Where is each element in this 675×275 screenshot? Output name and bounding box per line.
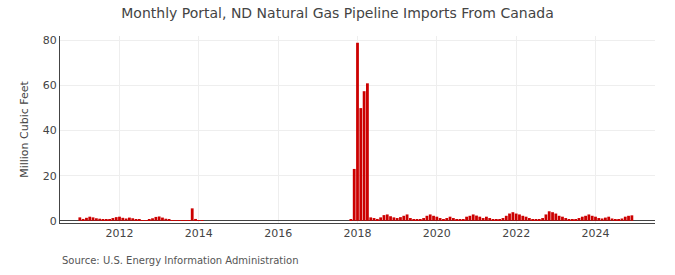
svg-text:Million Cubic Feet: Million Cubic Feet: [18, 80, 31, 177]
svg-text:Source: U.S. Energy Informatio: Source: U.S. Energy Information Administ…: [62, 255, 299, 266]
svg-text:2024: 2024: [582, 227, 610, 240]
svg-text:2012: 2012: [106, 227, 134, 240]
svg-text:2016: 2016: [264, 227, 292, 240]
svg-text:0: 0: [50, 215, 57, 228]
svg-text:2020: 2020: [423, 227, 451, 240]
svg-text:60: 60: [43, 79, 57, 92]
svg-text:20: 20: [43, 170, 57, 183]
svg-text:2022: 2022: [502, 227, 530, 240]
svg-text:Monthly Portal, ND Natural Gas: Monthly Portal, ND Natural Gas Pipeline …: [121, 5, 553, 21]
svg-text:2014: 2014: [185, 227, 213, 240]
svg-text:80: 80: [43, 34, 57, 47]
svg-text:40: 40: [43, 124, 57, 137]
svg-text:2018: 2018: [344, 227, 372, 240]
